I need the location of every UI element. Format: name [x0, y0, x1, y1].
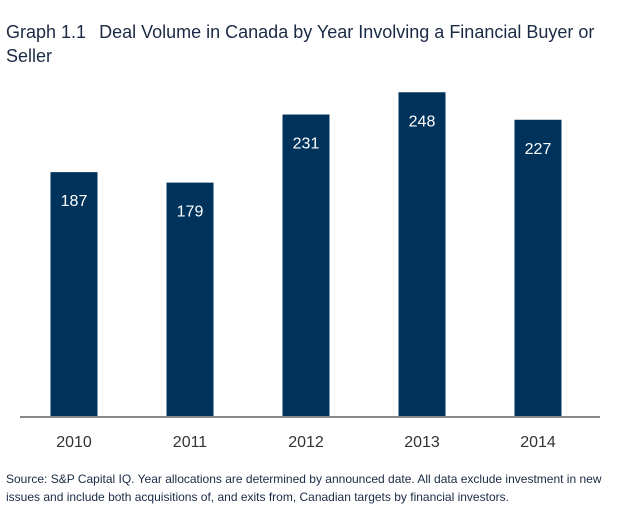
bar-value-label-2014: 227: [525, 141, 552, 158]
bar-value-label-2013: 248: [409, 113, 436, 130]
x-tick-label-2013: 2013: [404, 434, 440, 451]
x-tick-label-2014: 2014: [520, 434, 556, 451]
bar-2014: [514, 119, 562, 418]
chart-title: Graph 1.1 Deal Volume in Canada by Year …: [6, 20, 606, 68]
x-tick-label-2012: 2012: [288, 434, 324, 451]
bar-value-label-2012: 231: [293, 136, 320, 153]
bar-2012: [282, 114, 330, 417]
x-tick-label-2010: 2010: [56, 434, 92, 451]
chart-title-label: Graph 1.1: [6, 22, 87, 42]
bar-2010: [50, 172, 98, 417]
chart-area: 187 2010 179 2011 231 2012 248 2013 227 2014: [0, 70, 620, 460]
bar-2013: [398, 92, 446, 417]
bar-value-label-2011: 179: [177, 204, 204, 221]
source-note: Source: S&P Capital IQ. Year allocations…: [6, 472, 602, 504]
x-tick-label-2011: 2011: [173, 434, 208, 451]
chart-title-text: Deal Volume in Canada by Year Involving …: [6, 22, 595, 66]
bar-chart: 187 2010 179 2011 231 2012 248 2013 227 2014: [20, 92, 600, 451]
bar-value-label-2010: 187: [61, 193, 88, 210]
bar-2011: [166, 182, 214, 417]
